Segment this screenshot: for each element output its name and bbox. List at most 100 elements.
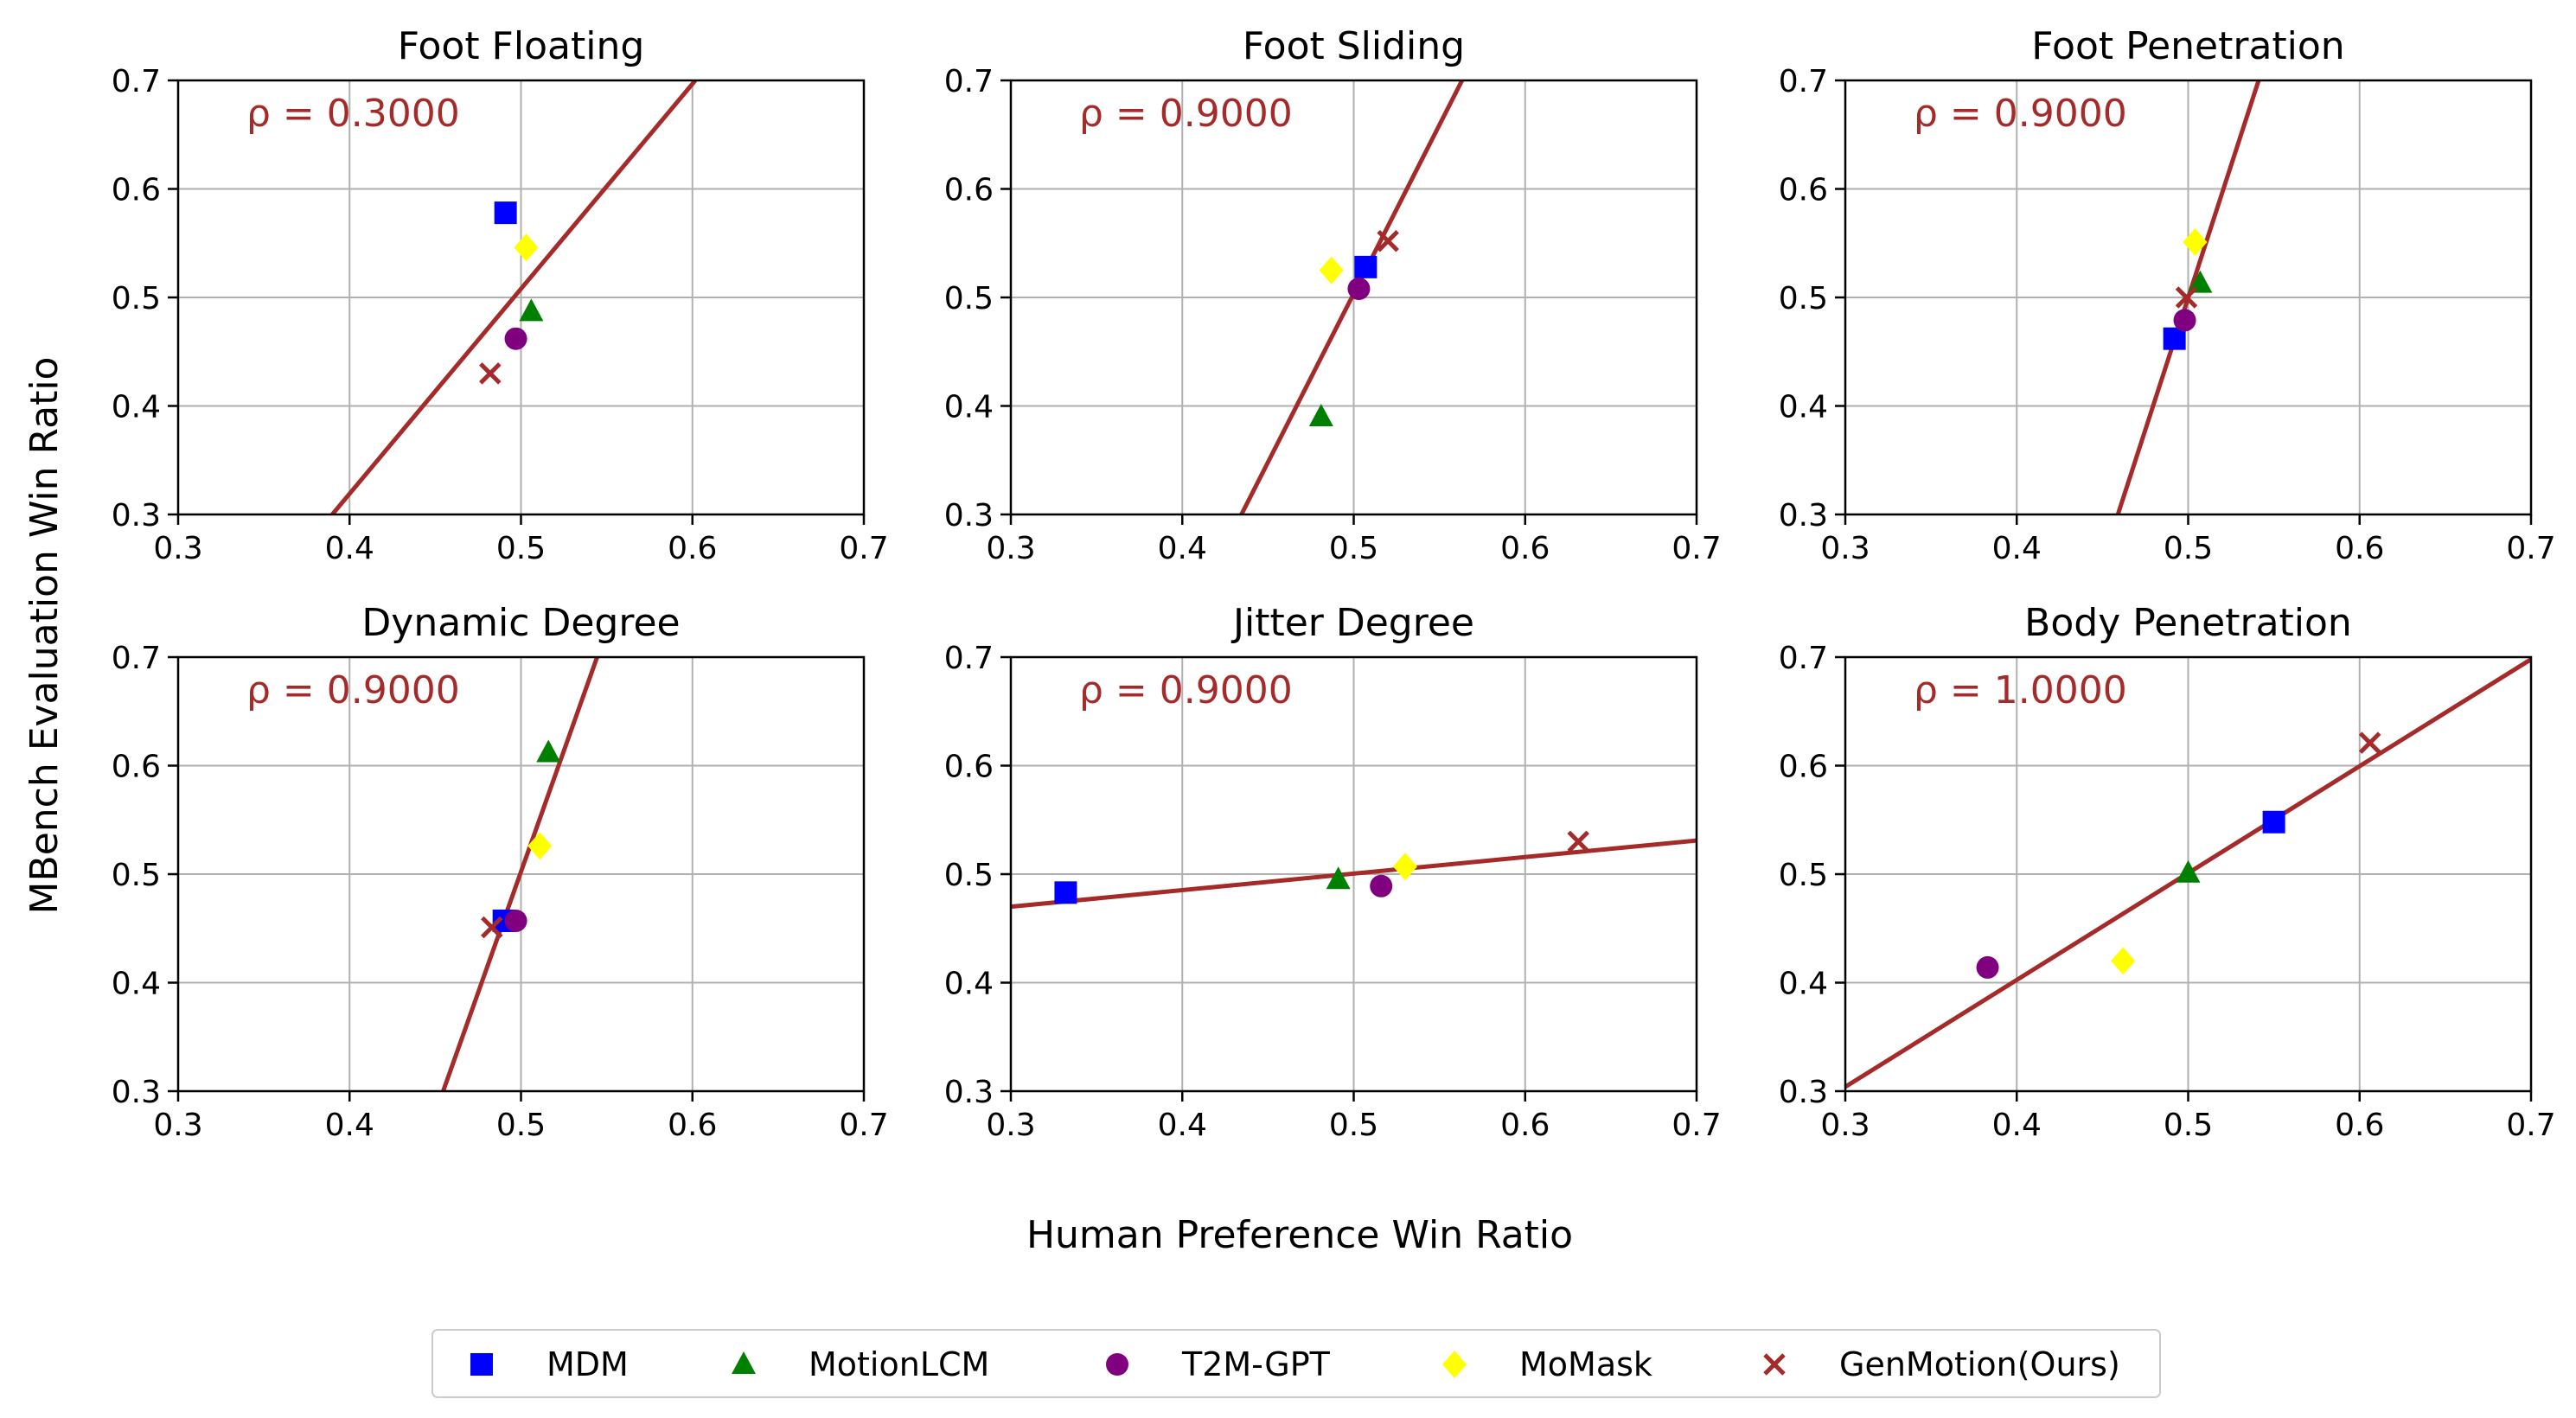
y-tick-label: 0.6	[1779, 750, 1828, 785]
x-tick-label: 0.7	[1672, 1108, 1721, 1143]
point-mdm	[1354, 255, 1377, 278]
legend-item-genmotion-ours: GenMotion(Ours)	[1763, 1345, 2120, 1383]
legend-frame	[431, 1329, 2161, 1398]
x-tick-label: 0.7	[839, 1108, 888, 1143]
x-tick-label: 0.3	[986, 1108, 1035, 1143]
x-tick-label: 0.5	[496, 1108, 546, 1143]
legend-marker-momask	[1442, 1351, 1467, 1378]
legend: MDM MotionLCM T2M-GPT MoMask GenMotion(Ours)	[431, 1329, 2161, 1398]
fit-line	[330, 80, 698, 514]
point-t2m-gpt	[2173, 309, 2196, 332]
y-tick-label: 0.7	[1779, 64, 1828, 99]
y-tick-label: 0.5	[112, 858, 161, 893]
subplot-dynamic-degree: 0.3 0.4 0.5 0.6 0.7 0.3 0.4 0.5 0.6 0.7 Dynamic D…	[112, 601, 889, 1143]
point-momask	[527, 832, 553, 860]
correlation-label: ρ = 0.3000	[246, 92, 460, 136]
fit-line	[1011, 838, 1697, 910]
correlation-label: ρ = 1.0000	[1914, 668, 2127, 712]
y-tick-label: 0.4	[1779, 967, 1828, 1002]
correlation-label: ρ = 0.9000	[246, 668, 460, 712]
points	[1054, 830, 1589, 904]
y-axis-label: MBench Evaluation Win Ratio	[22, 357, 67, 915]
correlation-label: ρ = 0.9000	[1079, 92, 1293, 136]
legend-item-motionlcm: MotionLCM	[732, 1345, 989, 1383]
y-tick-label: 0.6	[944, 750, 994, 785]
legend-label: MotionLCM	[809, 1345, 989, 1383]
tick-labels: 0.3 0.4 0.5 0.6 0.7 0.3 0.4 0.5 0.6 0.7	[1779, 641, 2556, 1143]
x-tick-label: 0.3	[153, 531, 202, 566]
y-tick-label: 0.3	[112, 498, 161, 533]
point-momask	[2111, 947, 2136, 975]
point-t2m-gpt	[1976, 955, 1999, 979]
point-genmotion-ours	[2175, 286, 2198, 309]
x-tick-label: 0.4	[1992, 531, 2042, 566]
legend-item-momask: MoMask	[1442, 1345, 1652, 1383]
x-tick-label: 0.7	[2506, 1108, 2555, 1143]
fit-line	[441, 657, 599, 1091]
points	[1308, 229, 1399, 427]
point-t2m-gpt	[504, 327, 527, 350]
x-tick-label: 0.6	[668, 1108, 717, 1143]
y-tick-label: 0.4	[944, 967, 994, 1002]
subplot-title: Body Penetration	[2024, 601, 2352, 645]
legend-label: GenMotion(Ours)	[1839, 1345, 2120, 1383]
point-motionlcm	[1326, 866, 1351, 890]
subplot-title: Foot Sliding	[1243, 24, 1465, 68]
x-tick-label: 0.7	[2506, 531, 2555, 566]
tick-labels: 0.3 0.4 0.5 0.6 0.7 0.3 0.4 0.5 0.6 0.7	[112, 641, 889, 1143]
tick-labels: 0.3 0.4 0.5 0.6 0.7 0.3 0.4 0.5 0.6 0.7	[112, 64, 889, 566]
subplot-foot-sliding: 0.3 0.4 0.5 0.6 0.7 0.3 0.4 0.5 0.6 0.7 Foot Slid…	[944, 24, 1722, 566]
y-tick-label: 0.6	[1779, 173, 1828, 208]
x-tick-label: 0.6	[668, 531, 717, 566]
y-tick-label: 0.5	[944, 281, 994, 316]
legend-item-mdm: MDM	[470, 1345, 629, 1383]
point-t2m-gpt	[1347, 277, 1371, 300]
y-tick-label: 0.4	[112, 967, 161, 1002]
y-tick-label: 0.5	[944, 858, 994, 893]
y-tick-label: 0.3	[112, 1075, 161, 1110]
x-tick-label: 0.5	[2164, 1108, 2213, 1143]
x-tick-label: 0.4	[325, 1108, 374, 1143]
point-momask	[514, 233, 539, 262]
x-tick-label: 0.3	[986, 531, 1035, 566]
point-motionlcm	[2176, 859, 2201, 883]
subplot-title: Foot Floating	[398, 24, 645, 68]
y-tick-label: 0.7	[112, 64, 161, 99]
point-mdm	[494, 201, 517, 225]
point-genmotion-ours	[479, 362, 502, 385]
y-tick-label: 0.5	[1779, 858, 1828, 893]
x-tick-label: 0.6	[1500, 531, 1550, 566]
tick-labels: 0.3 0.4 0.5 0.6 0.7 0.3 0.4 0.5 0.6 0.7	[944, 641, 1722, 1143]
x-tick-label: 0.6	[2335, 531, 2384, 566]
point-t2m-gpt	[1370, 874, 1393, 897]
legend-marker-motionlcm	[732, 1351, 756, 1374]
x-tick-label: 0.7	[1672, 531, 1721, 566]
x-tick-label: 0.4	[1158, 531, 1207, 566]
x-tick-label: 0.6	[1500, 1108, 1550, 1143]
x-tick-label: 0.5	[1329, 531, 1378, 566]
y-tick-label: 0.6	[944, 173, 994, 208]
point-motionlcm	[1308, 404, 1333, 427]
point-t2m-gpt	[504, 909, 527, 932]
x-tick-label: 0.7	[839, 531, 888, 566]
points	[1976, 731, 2381, 979]
y-tick-label: 0.7	[944, 64, 994, 99]
point-momask	[1392, 853, 1417, 881]
x-tick-label: 0.4	[1992, 1108, 2042, 1143]
legend-marker-mdm	[470, 1353, 493, 1376]
subplot-title: Dynamic Degree	[361, 601, 680, 645]
point-mdm	[2163, 327, 2186, 350]
y-tick-label: 0.7	[112, 641, 161, 676]
points	[481, 739, 561, 939]
subplot-jitter-degree: 0.3 0.4 0.5 0.6 0.7 0.3 0.4 0.5 0.6 0.7 Jitter De…	[944, 601, 1722, 1143]
legend-marker-t2m-gpt	[1106, 1353, 1128, 1376]
point-mdm	[1054, 881, 1077, 904]
grid	[177, 80, 865, 515]
x-tick-label: 0.5	[2164, 531, 2213, 566]
point-genmotion-ours	[2358, 731, 2381, 754]
legend-marker-genmotion-ours	[1763, 1353, 1786, 1376]
x-tick-label: 0.3	[1820, 1108, 1870, 1143]
y-tick-label: 0.5	[112, 281, 161, 316]
y-tick-label: 0.5	[1779, 281, 1828, 316]
y-tick-label: 0.4	[944, 390, 994, 425]
